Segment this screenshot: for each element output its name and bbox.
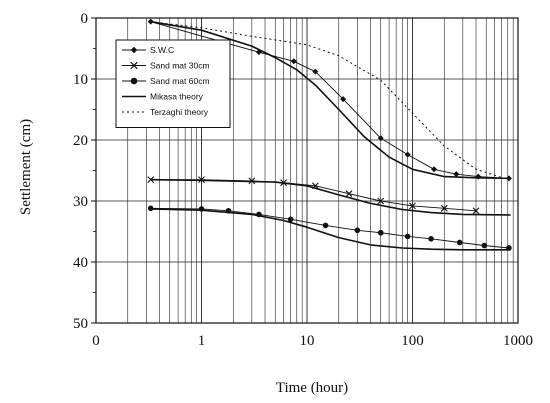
point-circle-2 <box>506 245 512 251</box>
point-x-1 <box>280 179 287 187</box>
point-diamond-0 <box>340 96 347 103</box>
point-circle-2 <box>198 206 205 212</box>
x-tick-label: 10 <box>300 333 315 349</box>
x-tick-label: 1000 <box>503 333 533 349</box>
point-circle-2 <box>225 207 232 214</box>
point-circle-2 <box>354 227 361 234</box>
y-tick-label: 30 <box>73 194 88 210</box>
point-x-1-b <box>409 202 416 210</box>
point-diamond-0 <box>453 171 460 178</box>
legend-marker-x-b <box>130 61 138 70</box>
point-x-1 <box>472 207 480 215</box>
point-diamond-0 <box>377 135 384 142</box>
point-x-1-b <box>440 204 448 212</box>
point-circle-2 <box>287 216 294 223</box>
point-x-1-b <box>311 182 319 190</box>
point-circle-2 <box>481 242 488 249</box>
legend: S.W.C Sand mat 30cm Sand mat 60cm Mikasa th… <box>115 39 231 128</box>
point-circle-2 <box>404 233 411 240</box>
point-circle-2 <box>256 211 262 218</box>
point-diamond-0 <box>255 49 262 56</box>
x-axis-title: Time (hour) <box>276 380 348 396</box>
point-x-1 <box>147 176 155 184</box>
point-x-1-b <box>280 179 287 187</box>
point-x-1 <box>311 182 319 190</box>
legend-marker-diamond <box>130 46 138 54</box>
legend-label: Sand mat 30cm <box>150 61 210 71</box>
x-tick-label: 1 <box>198 333 206 349</box>
point-x-1 <box>198 176 205 184</box>
series-line-4 <box>150 178 511 216</box>
legend-label: Sand mat 60cm <box>150 76 210 86</box>
y-tick-label: 50 <box>73 316 88 332</box>
point-x-1 <box>409 202 416 210</box>
legend-marker-circle <box>130 77 138 85</box>
y-tick-label: 0 <box>81 11 89 27</box>
point-x-1 <box>345 190 353 198</box>
series-line-3 <box>150 20 511 180</box>
point-diamond-0 <box>312 68 319 75</box>
legend-label: S.W.C <box>150 45 174 55</box>
point-x-1-b <box>198 176 205 184</box>
series-line-6 <box>150 21 511 181</box>
legend-marker-x <box>130 61 138 70</box>
x-tick-label: 100 <box>401 333 424 349</box>
y-tick-label: 40 <box>73 255 88 271</box>
y-axis-title: Settlement (cm) <box>18 119 34 215</box>
point-circle-2 <box>377 229 384 236</box>
point-diamond-0 <box>290 58 297 65</box>
point-circle-2 <box>147 205 154 212</box>
point-circle-2 <box>456 239 463 246</box>
y-tick-label: 10 <box>73 72 88 88</box>
point-x-1-b <box>147 176 155 184</box>
point-diamond-0 <box>404 151 411 158</box>
x-tick-label: 0 <box>92 333 100 349</box>
series-line-5 <box>150 208 511 251</box>
point-x-1-b <box>377 197 385 205</box>
point-x-1-b <box>248 177 256 185</box>
point-circle-2 <box>322 222 329 229</box>
series-markers <box>147 18 512 251</box>
legend-label: Mikasa theory <box>150 92 204 102</box>
point-x-1 <box>440 204 448 212</box>
point-x-1 <box>377 197 385 205</box>
point-x-1 <box>248 177 256 185</box>
point-diamond-0 <box>505 175 512 182</box>
point-diamond-0 <box>147 18 154 25</box>
point-x-1-b <box>345 190 353 198</box>
point-diamond-0 <box>475 173 482 180</box>
point-diamond-0 <box>431 166 438 173</box>
legend-label: Terzaghi theory <box>150 107 209 117</box>
point-x-1-b <box>472 207 480 215</box>
point-circle-2 <box>428 236 434 242</box>
y-tick-label: 20 <box>73 133 88 149</box>
